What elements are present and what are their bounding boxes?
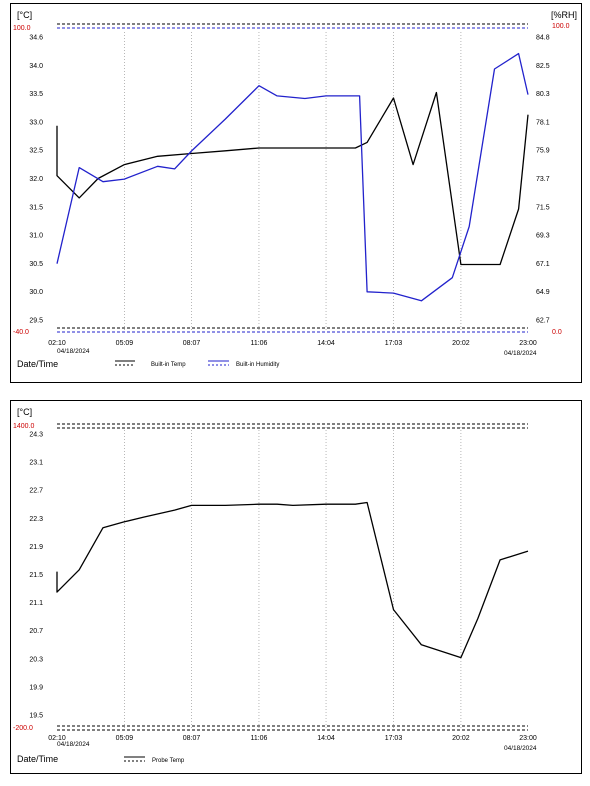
x-tick-label: 11:06 (250, 340, 267, 347)
x-tick-label: 17:03 (385, 735, 403, 742)
y-tick-label: 34.0 (29, 63, 43, 70)
y-tick-label: 34.6 (29, 35, 43, 42)
y2-tick-label: 84.8 (536, 35, 550, 42)
left-unit-label: [°C] (17, 407, 32, 417)
chart-panel-environment: [°C] [%RH] 100.0 -40.0 100.0 0.0 04/18/2… (10, 3, 582, 383)
legend-humidity-label: Built-in Humidity (236, 362, 279, 368)
left-limit-high: 1400.0 (13, 423, 35, 430)
y-tick-label: 33.5 (29, 91, 43, 98)
x-tick-label: 23:00 (519, 340, 537, 347)
x-tick-label: 14:04 (317, 735, 335, 742)
x-tick-label: 02:10 (48, 340, 66, 347)
start-date-label: 04/18/2024 (57, 741, 90, 748)
y2-tick-label: 82.5 (536, 63, 550, 70)
legend-probe-label: Probe Temp (152, 758, 185, 764)
y-tick-label: 33.0 (29, 119, 43, 126)
y2-tick-label: 71.5 (536, 204, 550, 211)
y-tick-label: 20.7 (29, 628, 43, 635)
y-tick-label: 21.9 (29, 544, 43, 551)
y2-tick-label: 73.7 (536, 176, 550, 183)
left-limit-high: 100.0 (13, 25, 31, 32)
y2-tick-label: 69.3 (536, 233, 550, 240)
x-tick-label: 08:07 (183, 340, 201, 347)
x-tick-label: 08:07 (183, 735, 201, 742)
y2-tick-label: 78.1 (536, 119, 550, 126)
x-tick-label: 05:09 (116, 735, 134, 742)
y-tick-label: 22.7 (29, 488, 43, 495)
y2-tick-label: 80.3 (536, 91, 550, 98)
x-tick-label: 23:00 (519, 735, 537, 742)
x-tick-label: 11:06 (250, 735, 267, 742)
y2-tick-label: 67.1 (536, 261, 550, 268)
left-limit-low: -200.0 (13, 725, 33, 732)
chart-panel-probe: [°C] 1400.0 -200.0 04/18/2024 04/18/2024… (10, 400, 582, 774)
right-limit-low: 0.0 (552, 329, 562, 336)
humidity-temperature-chart: [°C] [%RH] 100.0 -40.0 100.0 0.0 04/18/2… (13, 10, 577, 369)
y-tick-label: 21.1 (29, 600, 43, 607)
y-tick-label: 31.5 (29, 204, 43, 211)
y-tick-label: 23.1 (29, 460, 43, 467)
x-axis-label: Date/Time (17, 754, 58, 764)
y-tick-label: 29.5 (29, 318, 43, 325)
x-tick-label: 17:03 (385, 340, 403, 347)
series-line-built-in-temp (56, 91, 529, 266)
series-line-built-in-humidity (56, 52, 529, 302)
y2-tick-label: 75.9 (536, 148, 550, 155)
legend-temp-label: Built-in Temp (151, 362, 186, 368)
x-tick-label: 20:02 (452, 735, 470, 742)
right-limit-high: 100.0 (552, 23, 570, 30)
y-tick-label: 19.5 (29, 713, 43, 720)
y-tick-label: 21.5 (29, 572, 43, 579)
y-tick-label: 30.0 (29, 289, 43, 296)
y-tick-label: 32.0 (29, 176, 43, 183)
y-tick-label: 31.0 (29, 233, 43, 240)
series-line-probe-temp (56, 501, 529, 659)
x-tick-label: 20:02 (452, 340, 470, 347)
probe-temperature-chart: [°C] 1400.0 -200.0 04/18/2024 04/18/2024… (13, 407, 537, 764)
y-tick-label: 24.3 (29, 432, 43, 439)
end-date-label: 04/18/2024 (504, 350, 537, 357)
x-tick-label: 05:09 (116, 340, 134, 347)
y-tick-label: 22.3 (29, 516, 43, 523)
y-tick-label: 32.5 (29, 148, 43, 155)
left-limit-low: -40.0 (13, 329, 29, 336)
x-tick-label: 02:10 (48, 735, 66, 742)
left-unit-label: [°C] (17, 10, 32, 20)
x-tick-label: 14:04 (317, 340, 335, 347)
y2-tick-label: 64.9 (536, 289, 550, 296)
y2-tick-label: 62.7 (536, 318, 550, 325)
right-unit-label: [%RH] (551, 10, 577, 20)
end-date-label: 04/18/2024 (504, 745, 537, 752)
y-tick-label: 19.9 (29, 684, 43, 691)
x-axis-label: Date/Time (17, 359, 58, 369)
y-tick-label: 30.5 (29, 261, 43, 268)
start-date-label: 04/18/2024 (57, 348, 90, 355)
y-tick-label: 20.3 (29, 656, 43, 663)
